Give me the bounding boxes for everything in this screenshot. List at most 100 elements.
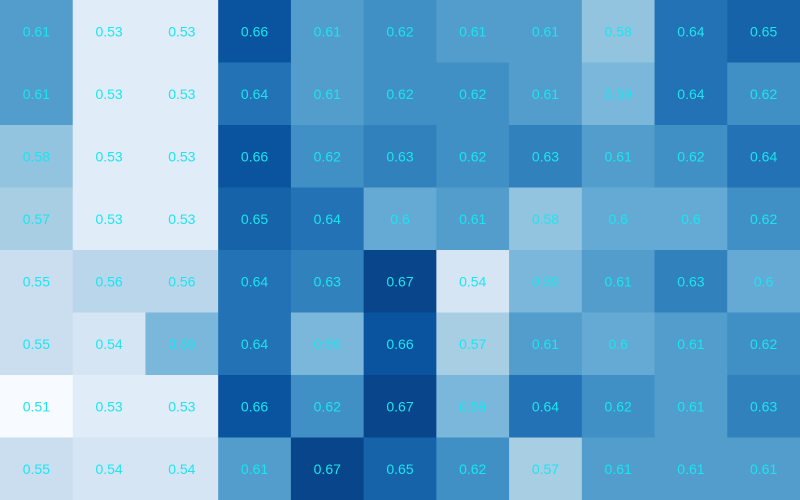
heatmap-cell-label: 0.57 xyxy=(23,211,50,227)
heatmap-cell xyxy=(581,62,656,126)
heatmap-cell xyxy=(727,312,800,376)
heatmap-cell-label: 0.61 xyxy=(605,273,632,289)
heatmap-cell-label: 0.54 xyxy=(168,461,195,477)
heatmap-cell xyxy=(363,62,437,126)
heatmap-cell xyxy=(654,375,728,439)
heatmap-cell-label: 0.54 xyxy=(95,336,122,352)
heatmap-cell xyxy=(145,187,219,251)
heatmap-cell xyxy=(290,187,365,251)
heatmap-cell-label: 0.53 xyxy=(168,86,195,102)
heatmap-cell xyxy=(218,125,292,189)
heatmap-cell-label: 0.62 xyxy=(750,86,777,102)
heatmap-labels: 0.61 0.53 0.53 0.66 0.61 0.62 0.61 0.61 0.58 0.64… xyxy=(23,23,778,477)
heatmap-cell xyxy=(727,0,800,64)
heatmap-cell-label: 0.64 xyxy=(314,211,341,227)
heatmap-cell xyxy=(218,62,292,126)
heatmap-cell-label: 0.63 xyxy=(532,148,559,164)
heatmap-cell xyxy=(0,62,74,126)
heatmap-cell xyxy=(72,62,147,126)
heatmap-cell-label: 0.66 xyxy=(386,336,413,352)
heatmap-cell-label: 0.64 xyxy=(750,148,777,164)
heatmap-cell-label: 0.61 xyxy=(750,461,777,477)
heatmap-cell xyxy=(218,187,292,251)
heatmap-cell xyxy=(436,250,510,314)
heatmap-cell xyxy=(363,250,437,314)
heatmap-cell xyxy=(0,437,74,500)
heatmap-cell-label: 0.63 xyxy=(314,273,341,289)
heatmap-cell xyxy=(727,375,800,439)
heatmap-cell xyxy=(218,0,292,64)
heatmap-cell xyxy=(436,125,510,189)
heatmap-cell-label: 0.61 xyxy=(23,23,50,39)
heatmap-cell-label: 0.62 xyxy=(386,86,413,102)
heatmap-cell xyxy=(72,437,147,500)
heatmap-cell-label: 0.58 xyxy=(605,23,632,39)
heatmap-cell xyxy=(581,375,656,439)
heatmap-cell xyxy=(290,62,365,126)
heatmap-cell-label: 0.62 xyxy=(605,398,632,414)
heatmap-cell-label: 0.64 xyxy=(241,86,268,102)
heatmap-cell-label: 0.55 xyxy=(23,461,50,477)
heatmap-cell xyxy=(581,0,656,64)
heatmap-cell-label: 0.57 xyxy=(532,461,559,477)
heatmap-cell-label: 0.54 xyxy=(95,461,122,477)
heatmap-cell xyxy=(727,250,800,314)
heatmap-cell-label: 0.51 xyxy=(23,398,50,414)
heatmap-cell xyxy=(654,0,728,64)
heatmap-cell xyxy=(581,250,656,314)
heatmap-cell-label: 0.53 xyxy=(95,86,122,102)
heatmap-cell xyxy=(145,437,219,500)
heatmap-cell xyxy=(363,0,437,64)
heatmap-cell-label: 0.62 xyxy=(677,148,704,164)
heatmap-cell xyxy=(654,437,728,500)
heatmap-cell xyxy=(145,62,219,126)
heatmap-cell xyxy=(581,312,656,376)
heatmap-cell xyxy=(72,375,147,439)
heatmap-cell-label: 0.61 xyxy=(532,86,559,102)
heatmap-cell-label: 0.53 xyxy=(168,211,195,227)
heatmap-cell xyxy=(290,125,365,189)
heatmap-cell xyxy=(509,312,583,376)
heatmap-cell-label: 0.59 xyxy=(459,398,486,414)
heatmap-cell xyxy=(363,375,437,439)
heatmap-cell-label: 0.59 xyxy=(314,336,341,352)
heatmap-cell-label: 0.55 xyxy=(23,336,50,352)
heatmap-cell-label: 0.64 xyxy=(241,336,268,352)
heatmap-cell-label: 0.56 xyxy=(95,273,122,289)
heatmap-cell xyxy=(509,125,583,189)
heatmap-cell xyxy=(145,125,219,189)
heatmap-cell xyxy=(509,62,583,126)
heatmap-cell xyxy=(290,375,365,439)
heatmap-cell-label: 0.61 xyxy=(677,398,704,414)
heatmap-cell-label: 0.63 xyxy=(677,273,704,289)
heatmap-cell xyxy=(509,437,583,500)
heatmap-cell xyxy=(509,250,583,314)
heatmap-cell xyxy=(654,312,728,376)
heatmap-cell-label: 0.62 xyxy=(314,148,341,164)
heatmap-cell-label: 0.6 xyxy=(608,211,628,227)
heatmap-cell-label: 0.58 xyxy=(532,211,559,227)
heatmap-cell xyxy=(363,312,437,376)
heatmap-cell-label: 0.61 xyxy=(459,211,486,227)
heatmap-cell xyxy=(654,250,728,314)
heatmap-cell xyxy=(0,375,74,439)
heatmap-cell xyxy=(654,62,728,126)
heatmap-cell-label: 0.64 xyxy=(532,398,559,414)
heatmap-cell xyxy=(72,187,147,251)
heatmap-cell-label: 0.62 xyxy=(750,211,777,227)
heatmap-cell xyxy=(509,187,583,251)
heatmap-cell xyxy=(218,375,292,439)
heatmap-cell-label: 0.64 xyxy=(241,273,268,289)
heatmap-cell-label: 0.65 xyxy=(386,461,413,477)
heatmap-cell xyxy=(0,0,74,64)
heatmap-cell-label: 0.56 xyxy=(168,273,195,289)
heatmap-cell xyxy=(436,437,510,500)
heatmap-cell-label: 0.61 xyxy=(677,336,704,352)
heatmap-cell-label: 0.61 xyxy=(605,461,632,477)
heatmap-cell-label: 0.62 xyxy=(386,23,413,39)
heatmap-cell-label: 0.58 xyxy=(23,148,50,164)
heatmap-cell xyxy=(727,125,800,189)
heatmap-cell xyxy=(727,437,800,500)
